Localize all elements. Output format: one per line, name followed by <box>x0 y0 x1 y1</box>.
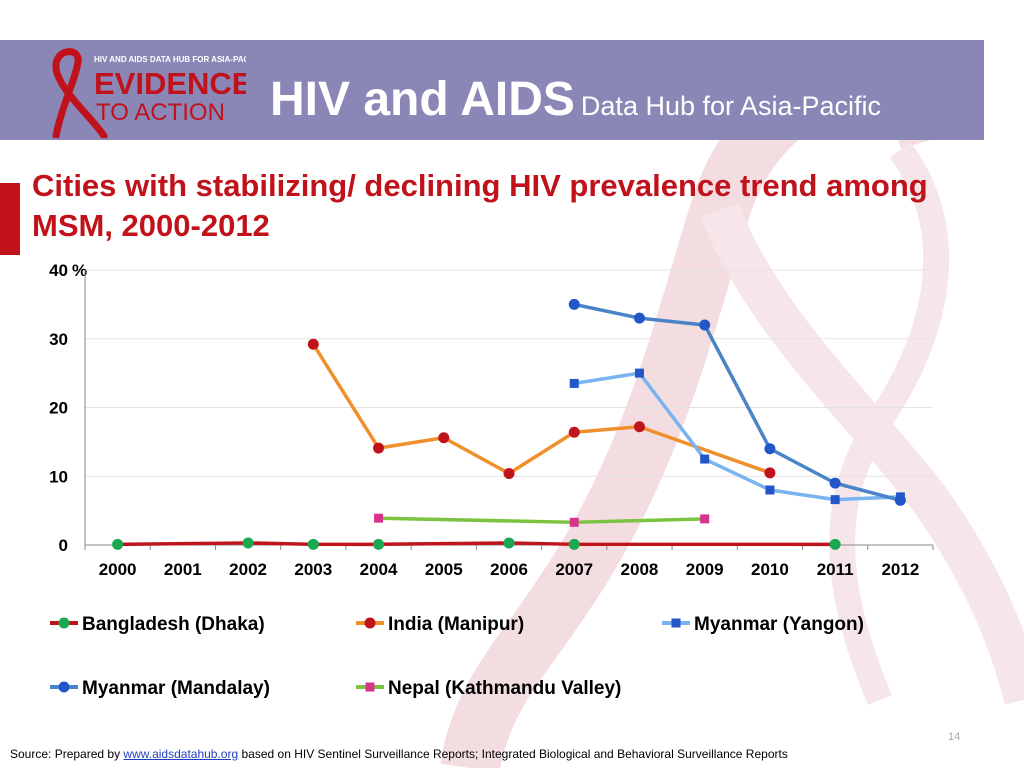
y-unit-label: % <box>72 261 87 280</box>
header-title-main: HIV and AIDS <box>270 73 575 126</box>
data-point <box>699 319 711 331</box>
data-point <box>830 495 840 505</box>
data-point <box>568 426 580 438</box>
legend-marker <box>364 617 376 629</box>
page-number: 14 <box>948 731 961 743</box>
evidence-to-action-logo: HIV AND AIDS DATA HUB FOR ASIA-PACIFIC E… <box>52 48 246 138</box>
data-point <box>242 537 254 549</box>
legend-label: Myanmar (Mandalay) <box>82 678 270 699</box>
series-myanmar-mandalay <box>568 298 906 506</box>
x-tick-label: 2008 <box>621 560 659 579</box>
logo-line1: EVIDENCE <box>94 66 246 101</box>
legend-entry: Myanmar (Mandalay) <box>50 678 270 699</box>
x-tick-label: 2000 <box>99 560 137 579</box>
data-point <box>700 454 710 464</box>
y-tick-label: 30 <box>49 330 68 349</box>
data-point <box>374 513 384 523</box>
data-point <box>568 538 580 550</box>
header-band <box>0 40 984 140</box>
legend-label: India (Manipur) <box>388 614 524 635</box>
series-india-manipur <box>307 338 776 479</box>
legend-marker <box>365 682 375 692</box>
data-point <box>373 538 385 550</box>
y-tick-label: 10 <box>49 467 68 486</box>
legend-label: Bangladesh (Dhaka) <box>82 614 265 635</box>
legend-entry: India (Manipur) <box>356 614 524 635</box>
legend-marker <box>58 617 70 629</box>
data-point <box>373 442 385 454</box>
legend-label: Nepal (Kathmandu Valley) <box>388 678 621 699</box>
slide-title: Cities with stabilizing/ declining HIV p… <box>32 168 928 243</box>
x-tick-label: 2010 <box>751 560 789 579</box>
source-link[interactable]: www.aidsdatahub.org <box>123 747 239 761</box>
series-line-myanmar-mandalay <box>573 302 901 503</box>
x-tick-label: 2001 <box>164 560 202 579</box>
series-line-nepal-kathmandu-valley <box>378 516 705 525</box>
data-point <box>829 477 841 489</box>
y-tick-label: 20 <box>49 399 68 418</box>
data-point <box>829 538 841 550</box>
data-point <box>438 432 450 444</box>
series-bangladesh-dhaka <box>112 537 841 550</box>
red-ribbon-icon <box>52 48 108 138</box>
series-line-myanmar-yangon <box>573 371 901 502</box>
legend-entry: Bangladesh (Dhaka) <box>50 614 265 635</box>
logo-tagline: HIV AND AIDS DATA HUB FOR ASIA-PACIFIC <box>94 55 246 64</box>
x-tick-label: 2012 <box>881 560 919 579</box>
data-point <box>307 538 319 550</box>
data-point <box>633 312 645 324</box>
legend-entry: Myanmar (Yangon) <box>662 614 864 635</box>
x-tick-label: 2002 <box>229 560 267 579</box>
x-tick-label: 2011 <box>817 560 854 579</box>
x-tick-label: 2007 <box>555 560 593 579</box>
x-tick-label: 2006 <box>490 560 528 579</box>
x-tick-label: 2003 <box>294 560 332 579</box>
data-point <box>633 421 645 433</box>
title-accent-bar <box>0 183 20 255</box>
data-point <box>112 538 124 550</box>
data-point <box>634 368 644 378</box>
y-tick-label: 0 <box>59 536 68 555</box>
data-point <box>764 443 776 455</box>
data-point <box>569 378 579 388</box>
data-point <box>307 338 319 350</box>
x-tick-label: 2009 <box>686 560 724 579</box>
source-prefix: Source: Prepared by <box>10 747 121 761</box>
data-point <box>894 494 906 506</box>
series-line-bangladesh-dhaka <box>117 541 836 547</box>
data-point <box>503 468 515 479</box>
x-tick-label: 2005 <box>425 560 463 579</box>
x-tick-label: 2004 <box>360 560 398 579</box>
legend-marker <box>58 681 70 693</box>
y-tick-label: 40 <box>49 261 68 280</box>
header-title: HIV and AIDS Data Hub for Asia-Pacific <box>270 72 881 127</box>
data-point <box>568 298 580 310</box>
series-nepal-kathmandu-valley <box>374 513 710 527</box>
legend-label: Myanmar (Yangon) <box>694 614 864 635</box>
header-title-sub: Data Hub for Asia-Pacific <box>580 91 882 121</box>
data-point <box>503 537 515 549</box>
source-suffix: based on HIV Sentinel Surveillance Repor… <box>241 747 788 761</box>
legend-entry: Nepal (Kathmandu Valley) <box>356 678 621 699</box>
data-point <box>569 517 579 527</box>
data-point <box>700 514 710 524</box>
source-note: Source: Prepared by www.aidsdatahub.org … <box>10 747 788 761</box>
legend-marker <box>671 618 681 628</box>
prevalence-line-chart: 0 10 20 30 40 % 2000 2001 2002 2003 2004 2005 2006 20… <box>49 261 934 699</box>
data-point <box>764 467 776 479</box>
logo-line2: TO ACTION <box>96 99 225 126</box>
data-point <box>765 485 775 495</box>
